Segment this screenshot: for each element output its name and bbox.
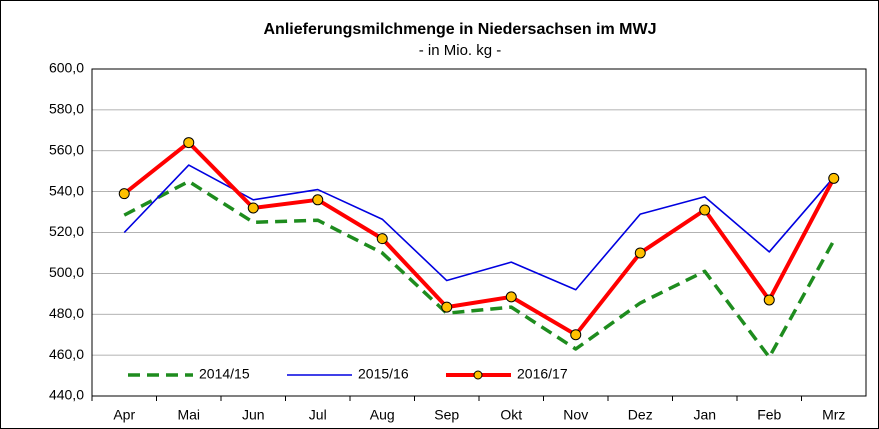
x-tick-label: Mai [177, 407, 200, 423]
legend-label: 2014/15 [199, 366, 250, 382]
x-tick-label: Mrz [822, 407, 845, 423]
x-tick-label: Jan [693, 407, 716, 423]
marker [247, 202, 259, 214]
marker [118, 188, 130, 200]
chart-title: Anlieferungsmilchmenge in Niedersachsen … [264, 21, 657, 38]
y-tick-label: 480,0 [49, 305, 84, 321]
y-tick-label: 580,0 [49, 101, 84, 117]
x-tick-label: Apr [113, 407, 135, 423]
marker [570, 329, 582, 341]
x-tick-label: Nov [563, 407, 588, 423]
marker [505, 291, 517, 303]
marker [828, 172, 840, 184]
legend-label: 2015/16 [358, 366, 409, 382]
marker [441, 301, 453, 313]
marker [312, 194, 324, 206]
marker [634, 247, 646, 259]
y-tick-label: 560,0 [49, 141, 84, 157]
series-line [123, 140, 836, 337]
x-tick-label: Okt [500, 407, 522, 423]
series-line [123, 179, 836, 359]
x-tick-label: Feb [757, 407, 781, 423]
legend-label: 2016/17 [517, 366, 568, 382]
marker [763, 294, 775, 306]
series-line [123, 164, 835, 291]
x-tick-label: Aug [370, 407, 395, 423]
y-tick-label: 520,0 [49, 223, 84, 239]
x-tick-label: Sep [434, 407, 459, 423]
marker [376, 233, 388, 245]
y-tick-label: 600,0 [49, 60, 84, 76]
y-tick-label: 460,0 [49, 346, 84, 362]
y-tick-label: 540,0 [49, 182, 84, 198]
y-tick-label: 500,0 [49, 264, 84, 280]
legend-marker [473, 370, 483, 380]
y-tick-label: 440,0 [49, 387, 84, 403]
chart-subtitle: - in Mio. kg - [419, 42, 502, 59]
marker [699, 204, 711, 216]
x-tick-label: Jul [309, 407, 327, 423]
x-tick-label: Dez [628, 407, 653, 423]
x-tick-label: Jun [242, 407, 265, 423]
marker [183, 137, 195, 149]
